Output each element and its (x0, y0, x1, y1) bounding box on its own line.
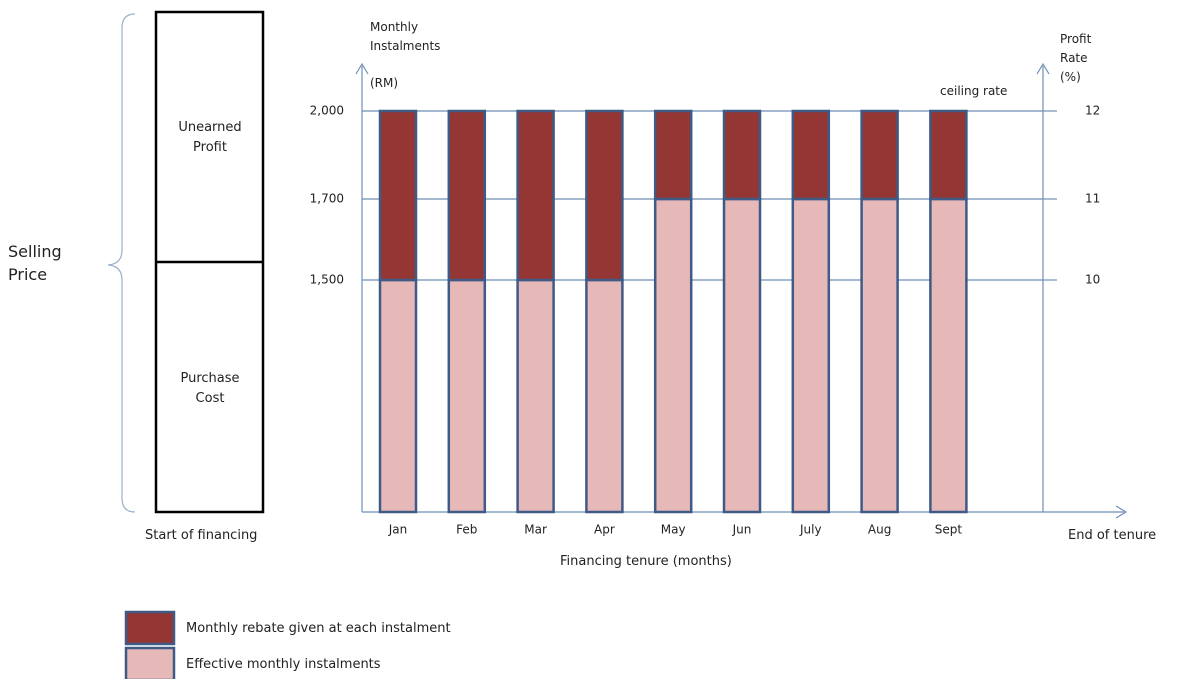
y-axis-unit: (RM) (370, 76, 399, 90)
y-tick-label: 1,700 (310, 192, 344, 206)
y-axis-arrow (355, 62, 369, 75)
purchase-cost-label: Purchase Cost (180, 371, 240, 406)
x-axis-arrow (1115, 505, 1128, 519)
bar-segment (722, 109, 762, 201)
bar-segment (653, 197, 693, 514)
x-tick-label: May (661, 523, 686, 537)
x-tick-label: July (799, 523, 822, 537)
ceiling-label: ceiling rate (940, 84, 1008, 98)
legend-label: Effective monthly instalments (186, 657, 381, 672)
legend-label: Monthly rebate given at each instalment (186, 621, 451, 636)
y2-tick-label: 11 (1085, 192, 1100, 206)
bar-segment (447, 109, 487, 282)
selling-price-label: Selling Price (8, 242, 62, 284)
x-tick-label: Jun (732, 523, 752, 537)
y2-tick-label: 10 (1085, 273, 1100, 287)
y-tick-label: 1,500 (310, 273, 344, 287)
x-tick-label: Sept (935, 523, 963, 537)
y-axis-label: Monthly Instalments (370, 20, 441, 53)
x-tick-label: Feb (456, 523, 477, 537)
bar-segment (378, 109, 418, 282)
bar-segment (378, 278, 418, 514)
legend-swatch (124, 646, 176, 679)
bar-segment (791, 109, 831, 201)
end-label: End of tenure (1068, 528, 1157, 543)
y-tick-label: 2,000 (310, 104, 344, 118)
bar-segment (791, 197, 831, 514)
x-tick-label: Mar (524, 523, 547, 537)
legend-swatch (124, 610, 176, 646)
x-tick-label: Jan (388, 523, 408, 537)
x-tick-label: Apr (594, 523, 615, 537)
bar-segment (516, 109, 555, 282)
bar-segment (929, 109, 968, 201)
x-axis-label: Financing tenure (months) (560, 554, 732, 569)
bar-segment (585, 109, 624, 282)
bar-segment (585, 278, 624, 514)
bar-segment (447, 278, 487, 514)
bar-segment (929, 197, 968, 514)
start-label: Start of financing (145, 528, 258, 543)
y2-tick-label: 12 (1085, 104, 1100, 118)
bar-segment (722, 197, 762, 514)
bar-segment (860, 109, 899, 201)
bar-segment (860, 197, 899, 514)
bar-segment (653, 109, 693, 201)
x-tick-label: Aug (868, 523, 891, 537)
unearned-profit-label: Unearned Profit (178, 120, 242, 155)
y2-axis-arrow (1036, 62, 1050, 75)
y2-axis-label: Profit Rate (1060, 32, 1092, 65)
bar-segment (516, 278, 555, 514)
brace (107, 13, 136, 513)
y2-axis-unit: (%) (1060, 70, 1081, 84)
